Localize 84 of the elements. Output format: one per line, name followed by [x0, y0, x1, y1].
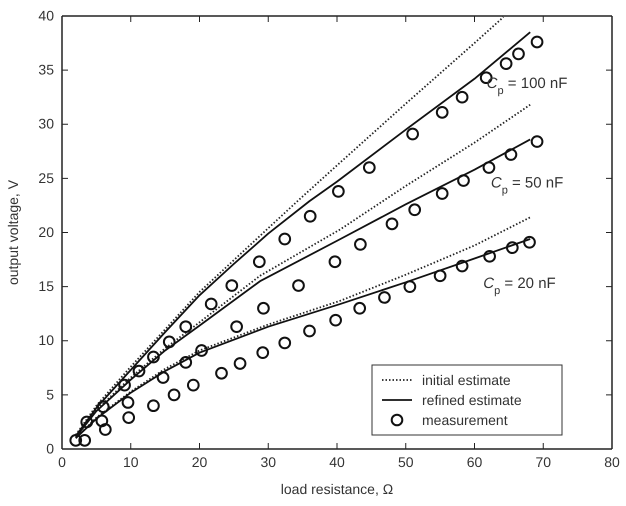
y-tick-label: 15 [38, 278, 54, 294]
point [483, 250, 496, 263]
point [456, 260, 468, 272]
point [122, 411, 136, 424]
x-tick-label: 40 [329, 454, 345, 470]
point [186, 378, 200, 392]
point [506, 241, 519, 254]
point [225, 279, 238, 292]
point [278, 336, 292, 350]
point [512, 48, 525, 60]
y-tick-label: 5 [46, 386, 54, 402]
y-tick-label: 25 [38, 170, 54, 186]
point [78, 434, 92, 447]
point [168, 388, 180, 402]
point [436, 106, 449, 119]
y-tick-label: 20 [38, 224, 54, 240]
annotation: C$_{p}$ = 100 nF [486, 74, 568, 97]
point [215, 366, 228, 380]
y-tick-label: 10 [38, 332, 54, 348]
point [147, 350, 160, 364]
y-tick-label: 0 [46, 440, 54, 456]
legend-label: initial estimate [422, 372, 511, 388]
x-axis-title: load resistance, Ω [280, 481, 394, 497]
point [530, 36, 544, 48]
point [98, 423, 112, 436]
y-axis-title: output voltage, V [5, 179, 21, 286]
point [118, 378, 131, 392]
point [195, 344, 208, 357]
point [456, 90, 468, 104]
point [132, 364, 146, 378]
point [257, 302, 270, 315]
point [482, 161, 496, 174]
point [234, 357, 246, 370]
y-tick-label: 40 [38, 7, 54, 24]
point [303, 324, 316, 338]
x-tick-label: 70 [535, 454, 552, 470]
x-tick-label: 10 [122, 454, 139, 470]
point [278, 232, 292, 246]
point [69, 434, 82, 447]
point [304, 210, 317, 223]
point [353, 302, 366, 315]
point [328, 255, 342, 268]
x-tick-label: 30 [260, 454, 276, 470]
annotation: C$_{p}$ = 50 nF [490, 174, 564, 197]
point [434, 269, 446, 282]
x-tick-label: 60 [466, 454, 482, 470]
annotation: C$_{p}$ = 20 nF [483, 275, 556, 298]
point [332, 185, 345, 198]
point [378, 291, 391, 304]
point [230, 320, 243, 334]
point [362, 161, 376, 174]
x-tick-label: 0 [58, 454, 66, 470]
legend-label: measurement [422, 412, 508, 428]
point [156, 371, 170, 384]
point [162, 335, 176, 348]
point [252, 255, 266, 268]
point [408, 203, 422, 216]
legend-label: refined estimate [422, 392, 522, 408]
point [406, 128, 419, 140]
point [386, 218, 398, 230]
point [96, 414, 108, 428]
point [329, 314, 342, 327]
point [122, 396, 134, 409]
x-tick-label: 50 [398, 454, 414, 470]
point [204, 298, 218, 310]
point [80, 416, 94, 428]
point [523, 236, 536, 249]
point [256, 346, 270, 359]
point [530, 135, 544, 148]
point [354, 238, 367, 251]
point [500, 57, 512, 70]
point [147, 399, 160, 412]
point [96, 400, 110, 414]
x-tick-label: 80 [604, 454, 620, 470]
point [292, 279, 305, 292]
point [457, 174, 470, 187]
point [179, 320, 192, 334]
point [179, 356, 192, 369]
point [436, 187, 449, 200]
y-tick-label: 35 [38, 62, 54, 78]
point [504, 148, 518, 161]
y-tick-label: 30 [38, 116, 54, 132]
x-tick-label: 20 [192, 454, 208, 470]
point [404, 280, 416, 293]
